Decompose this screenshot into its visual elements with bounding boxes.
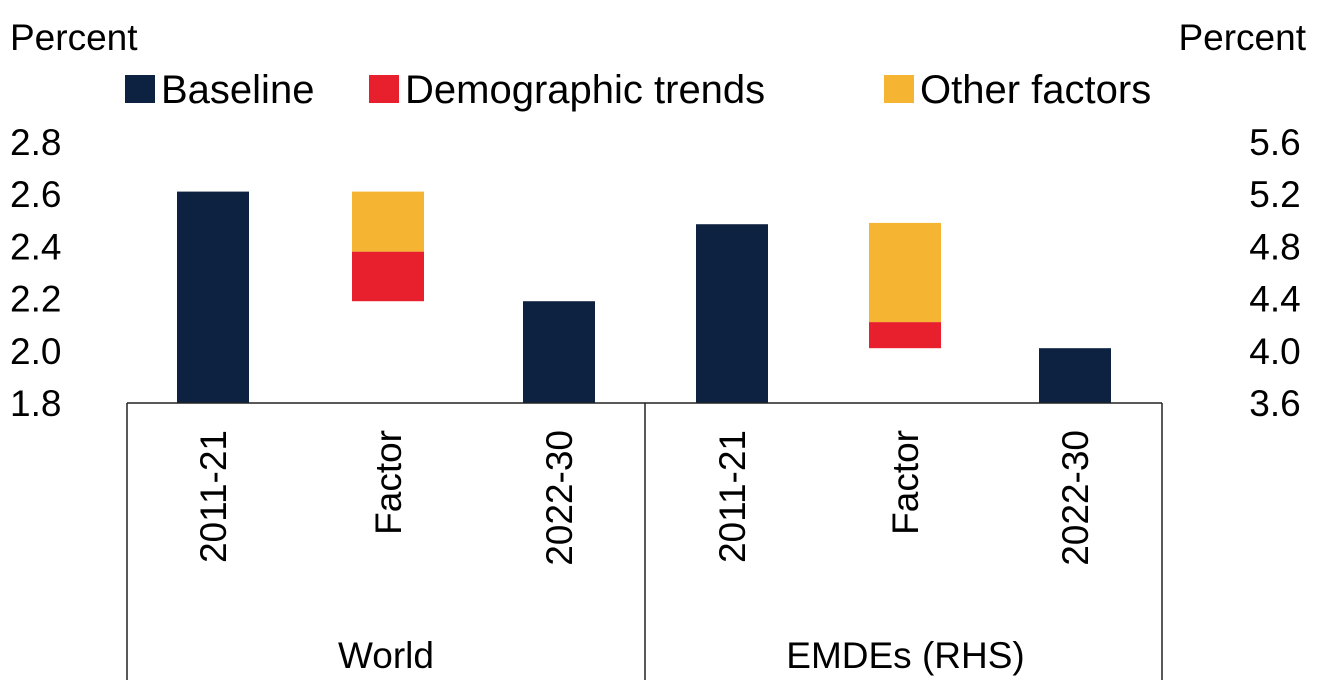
category-label: 2022-30	[539, 430, 580, 566]
left-tick-label: 2.2	[10, 279, 61, 320]
right-tick-label: 4.4	[1249, 279, 1300, 320]
category-label: Factor	[885, 430, 926, 535]
category-labels: 2011-21 Factor 2022-30 2011-21 Factor 2022-30	[193, 430, 1096, 566]
category-label: 2011-21	[712, 430, 753, 563]
legend-label: Baseline	[161, 68, 314, 112]
bar-segment-baseline	[177, 191, 249, 403]
right-axis-ticks: 5.6 5.2 4.8 4.4 4.0 3.6	[1249, 122, 1300, 424]
left-tick-label: 2.6	[10, 174, 61, 215]
left-tick-label: 1.8	[10, 383, 61, 424]
bar-segment-baseline	[1039, 348, 1111, 403]
bar-segment-other-factors	[869, 222, 941, 323]
legend-swatch	[369, 75, 399, 103]
right-tick-label: 4.8	[1249, 226, 1300, 267]
legend: Baseline Demographic trends Other factors	[125, 68, 1151, 112]
legend-label: Demographic trends	[405, 68, 765, 112]
legend-swatch	[125, 75, 155, 103]
left-tick-label: 2.0	[10, 331, 61, 372]
category-label: 2011-21	[193, 430, 234, 563]
category-label: 2022-30	[1055, 430, 1096, 566]
bar-segment-demographic-trends	[869, 322, 941, 349]
bar-segment-baseline	[696, 224, 768, 403]
right-tick-label: 3.6	[1249, 383, 1300, 424]
right-tick-label: 4.0	[1249, 331, 1300, 372]
category-axis-box	[126, 402, 1163, 680]
left-axis-ticks: 2.8 2.6 2.4 2.2 2.0 1.8	[10, 122, 61, 424]
left-axis-unit: Percent	[10, 17, 138, 58]
right-tick-label: 5.6	[1249, 122, 1300, 163]
bar-segment-other-factors	[352, 191, 424, 252]
left-tick-label: 2.4	[10, 226, 61, 267]
right-axis-unit: Percent	[1178, 17, 1306, 58]
group-label: World	[338, 635, 434, 676]
group-labels: World EMDEs (RHS)	[338, 635, 1025, 676]
category-label: Factor	[368, 430, 409, 535]
group-label: EMDEs (RHS)	[786, 635, 1024, 676]
bar-segment-demographic-trends	[352, 251, 424, 302]
bars	[177, 191, 1111, 403]
left-tick-label: 2.8	[10, 122, 61, 163]
bar-segment-baseline	[523, 301, 595, 403]
legend-label: Other factors	[920, 68, 1151, 112]
right-tick-label: 5.2	[1249, 174, 1300, 215]
legend-swatch	[884, 75, 914, 103]
